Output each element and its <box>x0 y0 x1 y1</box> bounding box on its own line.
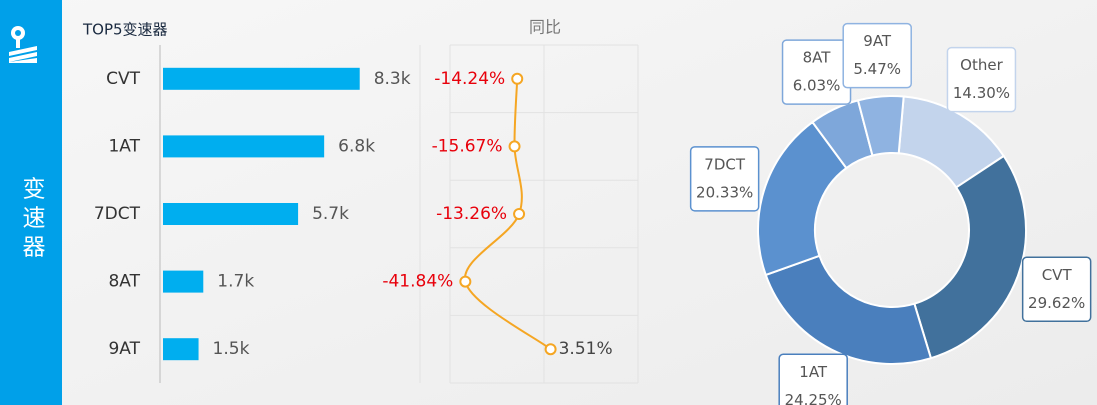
callout: 8AT 6.03% <box>781 39 852 105</box>
callout-box <box>689 146 760 212</box>
bar <box>163 338 199 361</box>
value-label: -14.24% <box>434 69 505 89</box>
callout-name: 7DCT <box>704 155 746 173</box>
callout-box <box>1021 256 1092 323</box>
value-label: -41.84% <box>382 272 453 292</box>
pie-slice <box>764 254 933 365</box>
callout-box <box>778 353 848 405</box>
marker <box>511 72 524 85</box>
callout-value: 29.62% <box>1028 294 1085 312</box>
callout-value: 6.03% <box>793 77 841 95</box>
callout-value: 24.25% <box>785 391 842 405</box>
category-label: 7DCT <box>94 204 141 224</box>
line-chart-title: 同比 <box>529 18 561 37</box>
line <box>464 78 552 350</box>
marker <box>544 343 557 356</box>
marker <box>459 275 472 288</box>
category-label: 8AT <box>108 272 140 292</box>
pie-slice <box>913 154 1027 360</box>
value-label: 8.3k <box>374 69 411 89</box>
value-label: -15.67% <box>432 136 503 156</box>
value-label: 3.51% <box>559 339 613 359</box>
callout-value: 5.47% <box>853 60 901 78</box>
bar <box>163 270 204 293</box>
callout-box <box>946 46 1017 113</box>
bar <box>163 203 299 225</box>
category-label: CVT <box>106 69 140 89</box>
callout: 9AT 5.47% <box>842 22 912 89</box>
callout-name: 9AT <box>863 32 892 50</box>
callout: 7DCT 20.33% <box>689 146 760 212</box>
pie-slice <box>856 95 905 157</box>
callout-name: CVT <box>1042 266 1073 284</box>
callout-name: 1AT <box>799 363 828 381</box>
value-label: -13.26% <box>436 204 507 224</box>
bar <box>163 135 325 158</box>
callout-value: 20.33% <box>696 183 753 201</box>
value-label: 1.7k <box>217 272 254 292</box>
callout-name: Other <box>960 56 1003 74</box>
category-label: 1AT <box>108 136 140 156</box>
callout-box <box>842 22 912 89</box>
callout-name: 8AT <box>803 49 832 67</box>
value-label: 6.8k <box>338 136 375 156</box>
marker <box>508 140 521 153</box>
marker <box>513 208 526 220</box>
bar <box>163 67 360 90</box>
bar-chart-title: TOP5变速器 <box>82 21 168 39</box>
callout: CVT 29.62% <box>1021 256 1092 323</box>
sidebar-icon <box>9 26 37 63</box>
value-label: 5.7k <box>312 204 349 224</box>
sidebar <box>0 0 62 405</box>
value-label: 1.5k <box>213 339 250 359</box>
category-label: 9AT <box>108 339 140 359</box>
sidebar-title: 变速器 <box>18 177 46 264</box>
callout: Other 14.30% <box>946 46 1017 113</box>
callout: 1AT 24.25% <box>778 353 848 405</box>
callout-value: 14.30% <box>953 84 1010 102</box>
